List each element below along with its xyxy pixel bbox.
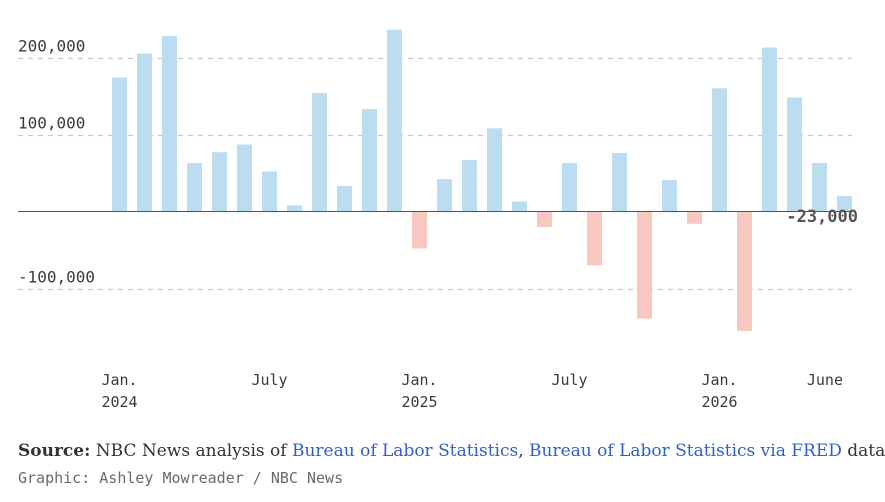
source-separator: , [518,441,530,461]
source-line: Source: NBC News analysis of Bureau of L… [18,438,885,464]
annotations: -23,000 [786,207,858,227]
source-text-post: data [841,441,885,461]
x-tick-label: July [551,371,587,389]
source-label: Source: [18,441,91,461]
x-tick-label: 2025 [401,393,437,411]
bar-2025-09 [612,152,627,212]
bar-2024-04 [187,162,202,212]
chart-footer: Source: NBC News analysis of Bureau of L… [18,438,885,490]
bar-2025-06 [537,211,552,227]
bar-2025-04 [487,128,502,212]
y-axis-ticks: 200,000 100,000 -100,000 [18,37,95,287]
y-tick-label: 200,000 [18,37,85,56]
bar-2026-04 [787,97,802,212]
bar-2025-12 [687,211,702,224]
bar-2024-10 [337,186,352,212]
bars [112,29,852,331]
x-axis-ticks: Jan. 2024 July Jan. 2025 July Jan. 2026 June [101,371,843,411]
bar-2025-02 [437,179,452,212]
bar-2025-01 [412,211,427,249]
bar-2024-09 [312,92,327,212]
x-tick-label: Jan. [101,371,137,389]
x-tick-label: 2024 [101,393,137,411]
bar-2026-05 [812,162,827,212]
x-tick-label: 2026 [701,393,737,411]
graphic-credit: Graphic: Ashley Mowreader / NBC News [18,469,344,487]
bar-2026-02 [737,211,752,331]
x-tick-label: June [807,371,843,389]
bar-2024-03 [162,35,177,212]
bar-2024-11 [362,109,377,212]
bar-2025-11 [662,179,677,212]
bar-2024-06 [237,144,252,212]
bar-2024-08 [287,205,302,212]
y-tick-label: -100,000 [18,268,95,287]
jobs-bar-chart: 200,000 100,000 -100,000 Jan. 2024 July Jan. 2… [18,29,858,411]
bar-2026-06 [837,196,852,212]
latest-value-annotation: -23,000 [786,207,858,227]
bar-2024-02 [137,53,152,212]
x-tick-label: Jan. [401,371,437,389]
bar-2025-10 [637,211,652,319]
source-link-fred[interactable]: Bureau of Labor Statistics via FRED [529,441,842,461]
bar-2026-03 [762,47,777,212]
bar-2026-01 [712,88,727,212]
bar-2024-07 [262,171,277,212]
bar-2025-08 [587,211,602,266]
x-tick-label: Jan. [701,371,737,389]
bar-2025-03 [462,159,477,212]
bar-2024-12 [387,29,402,212]
x-tick-label: July [251,371,287,389]
bar-2024-01 [112,77,127,212]
source-link-bls[interactable]: Bureau of Labor Statistics [291,441,519,461]
bar-2025-07 [562,162,577,212]
bar-2024-05 [212,152,227,212]
y-tick-label: 100,000 [18,114,85,133]
source-text-pre: NBC News analysis of [90,441,292,461]
bar-2025-05 [512,201,527,212]
